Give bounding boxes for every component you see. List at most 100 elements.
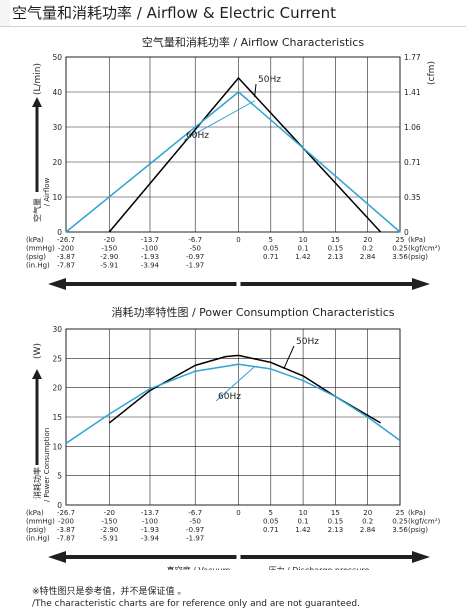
x-row-unit-left: (psig): [26, 253, 46, 261]
vacuum-arrow: [48, 278, 237, 290]
x-tick-label: 0: [236, 236, 240, 244]
x-tick-label: 25: [396, 509, 405, 517]
x-tick-label: -2.90: [100, 526, 118, 534]
x-row-unit-left: (kPa): [26, 236, 44, 244]
x-tick-label: 1.42: [295, 253, 311, 261]
x-tick-label: 15: [331, 509, 340, 517]
x-tick-label: 0.2: [362, 518, 373, 526]
region-label-vacuum: 真空度 / Vacuum: [167, 565, 231, 570]
x-row-unit-right: (psig): [408, 253, 428, 261]
y-tick-label: 20: [52, 158, 62, 167]
y-right-tick-label: 1.41: [404, 88, 421, 97]
y-axis-unit: (L/min): [33, 63, 43, 95]
x-tick-label: 0.15: [328, 518, 344, 526]
y-right-axis-unit: (cfm): [427, 61, 437, 85]
x-row-unit-left: (psig): [26, 526, 46, 534]
x-tick-label: -20: [104, 509, 115, 517]
x-tick-label: 0.2: [362, 245, 373, 253]
y-axis-caption-en: / Power Consumption: [43, 428, 51, 502]
x-tick-label: 10: [299, 509, 308, 517]
region-label-pressure: 压力 / Discharge pressure: [268, 565, 369, 570]
x-tick-label: -3.87: [57, 526, 75, 534]
x-tick-label: -1.97: [186, 262, 204, 270]
x-tick-label: 20: [363, 509, 372, 517]
x-tick-label: 0.25: [392, 518, 408, 526]
y-axis-unit: (W): [33, 343, 43, 359]
x-tick-label: 0.15: [328, 245, 344, 253]
x-tick-label: -200: [58, 518, 74, 526]
x-tick-label: 5: [269, 236, 273, 244]
x-tick-label: 15: [331, 236, 340, 244]
y-tick-label: 20: [52, 384, 62, 393]
y-axis-arrow-head: [32, 97, 42, 107]
plot-frame: [65, 56, 401, 233]
x-tick-label: -13.7: [141, 236, 159, 244]
y-tick-label: 30: [52, 123, 62, 132]
x-tick-label: 0.05: [263, 245, 279, 253]
y-tick-label: 10: [52, 193, 62, 202]
footnote-en: /The characteristic charts are for refer…: [32, 599, 360, 609]
y-right-tick-label: 1.77: [404, 53, 421, 62]
x-tick-label: -0.97: [186, 526, 204, 534]
section-header: 空气量和消耗功率 / Airflow & Electric Current: [0, 0, 466, 27]
x-tick-label: -100: [142, 245, 158, 253]
y-right-tick-label: 1.06: [404, 123, 421, 132]
series-label-50hz: 50Hz: [296, 337, 319, 347]
airflow-chart: 空气量和消耗功率 / Airflow Characteristics 0 0 10 0.…: [26, 35, 441, 290]
x-row-unit-left: (kPa): [26, 509, 44, 517]
y-tick-label: 10: [52, 442, 62, 451]
x-tick-label: -1.93: [141, 526, 159, 534]
x-tick-label: 0.1: [298, 518, 309, 526]
x-tick-label: -3.87: [57, 253, 75, 261]
chart-title: 消耗功率特性图 / Power Consumption Characterist…: [111, 305, 394, 319]
x-row-unit-right: (psig): [408, 526, 428, 534]
series-label-60hz: 60Hz: [218, 392, 241, 402]
y-axis-caption-cn: 消耗功率: [32, 467, 42, 499]
x-tick-label: -0.97: [186, 253, 204, 261]
y-right-tick-label: 0: [404, 228, 409, 237]
x-tick-label: -1.97: [186, 535, 204, 543]
series-label-60hz: 60Hz: [186, 131, 209, 141]
x-tick-label: 2.84: [360, 526, 376, 534]
y-axis-caption-en: / Airflow: [43, 177, 51, 206]
x-row-unit-left: (mmHg): [26, 245, 55, 253]
x-tick-label: 0.1: [298, 245, 309, 253]
power-consumption-chart: 消耗功率特性图 / Power Consumption Characterist…: [26, 305, 441, 570]
series-label-50hz: 50Hz: [258, 75, 281, 85]
pressure-arrow: [240, 551, 430, 563]
x-row-unit-left: (in.Hg): [26, 262, 50, 270]
section-title: 空气量和消耗功率 / Airflow & Electric Current: [12, 4, 337, 22]
header-divider: [0, 26, 466, 27]
x-tick-label: -20: [104, 236, 115, 244]
x-tick-label: 0.25: [392, 245, 408, 253]
x-tick-label: -200: [58, 245, 74, 253]
x-tick-label: -13.7: [141, 509, 159, 517]
y-axis-arrow-head: [32, 369, 42, 379]
y-tick-label: 0: [57, 501, 62, 510]
x-tick-label: -50: [189, 245, 200, 253]
series-label-leader: [215, 366, 255, 402]
x-tick-label: 2.13: [328, 526, 344, 534]
series-line-60hz: [65, 91, 401, 233]
x-tick-label: -26.7: [57, 509, 75, 517]
series-label-leader: [283, 345, 295, 370]
x-tick-label: -100: [142, 518, 158, 526]
y-right-tick-label: 0.35: [404, 193, 421, 202]
chart-title: 空气量和消耗功率 / Airflow Characteristics: [142, 35, 364, 49]
x-tick-label: -6.7: [188, 236, 202, 244]
y-tick-label: 25: [52, 354, 62, 363]
x-row-unit-right: (kPa): [408, 509, 426, 517]
x-tick-label: -1.93: [141, 253, 159, 261]
series-label-leader: [254, 83, 257, 97]
x-tick-label: -26.7: [57, 236, 75, 244]
vacuum-arrow: [48, 551, 237, 563]
y-tick-label: 5: [57, 472, 62, 481]
x-tick-label: -150: [101, 245, 117, 253]
x-tick-label: -6.7: [188, 509, 202, 517]
x-row-unit-left: (in.Hg): [26, 535, 50, 543]
x-tick-label: -50: [189, 518, 200, 526]
x-tick-label: 2.84: [360, 253, 376, 261]
x-tick-label: 5: [269, 509, 273, 517]
x-tick-label: -7.87: [57, 535, 75, 543]
